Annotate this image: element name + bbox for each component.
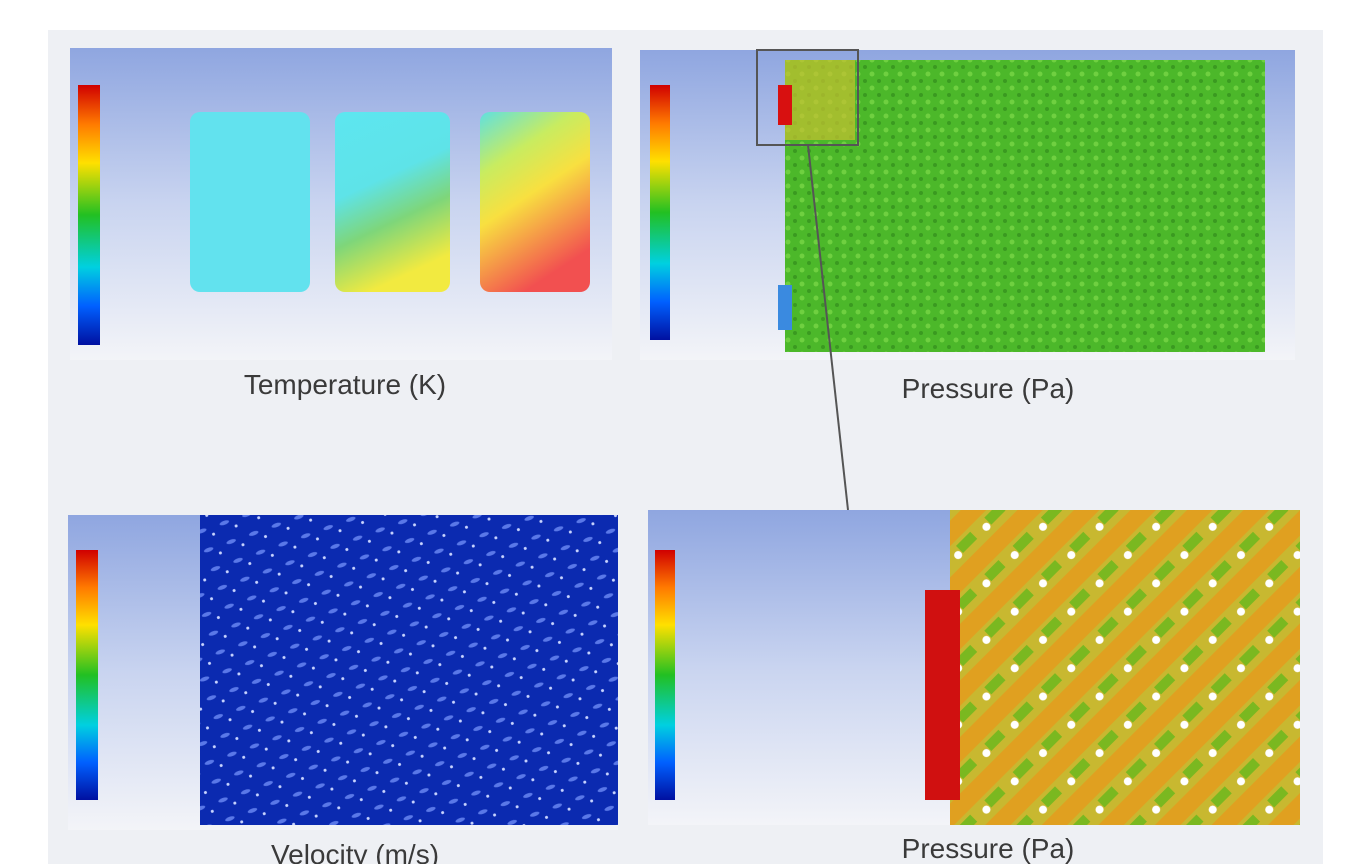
contour <box>190 112 310 292</box>
inlet <box>778 85 792 125</box>
contour <box>950 510 1300 825</box>
contour <box>335 112 450 292</box>
caption: Temperature (K) <box>244 369 446 400</box>
contour <box>785 60 855 140</box>
color-legend <box>78 85 100 345</box>
outlet <box>778 285 792 330</box>
color-legend <box>650 85 670 340</box>
inlet <box>925 590 960 800</box>
contour <box>480 112 590 292</box>
caption: Velocity (m/s) <box>271 839 439 864</box>
caption: Pressure (Pa) <box>902 373 1075 404</box>
contour <box>200 515 618 825</box>
page: Temperature (K) Pressure (Pa) Velocity (… <box>0 0 1348 864</box>
figure: Temperature (K) Pressure (Pa) Velocity (… <box>0 0 1348 864</box>
color-legend <box>76 550 98 800</box>
caption: Pressure (Pa) <box>902 833 1075 864</box>
color-legend <box>655 550 675 800</box>
